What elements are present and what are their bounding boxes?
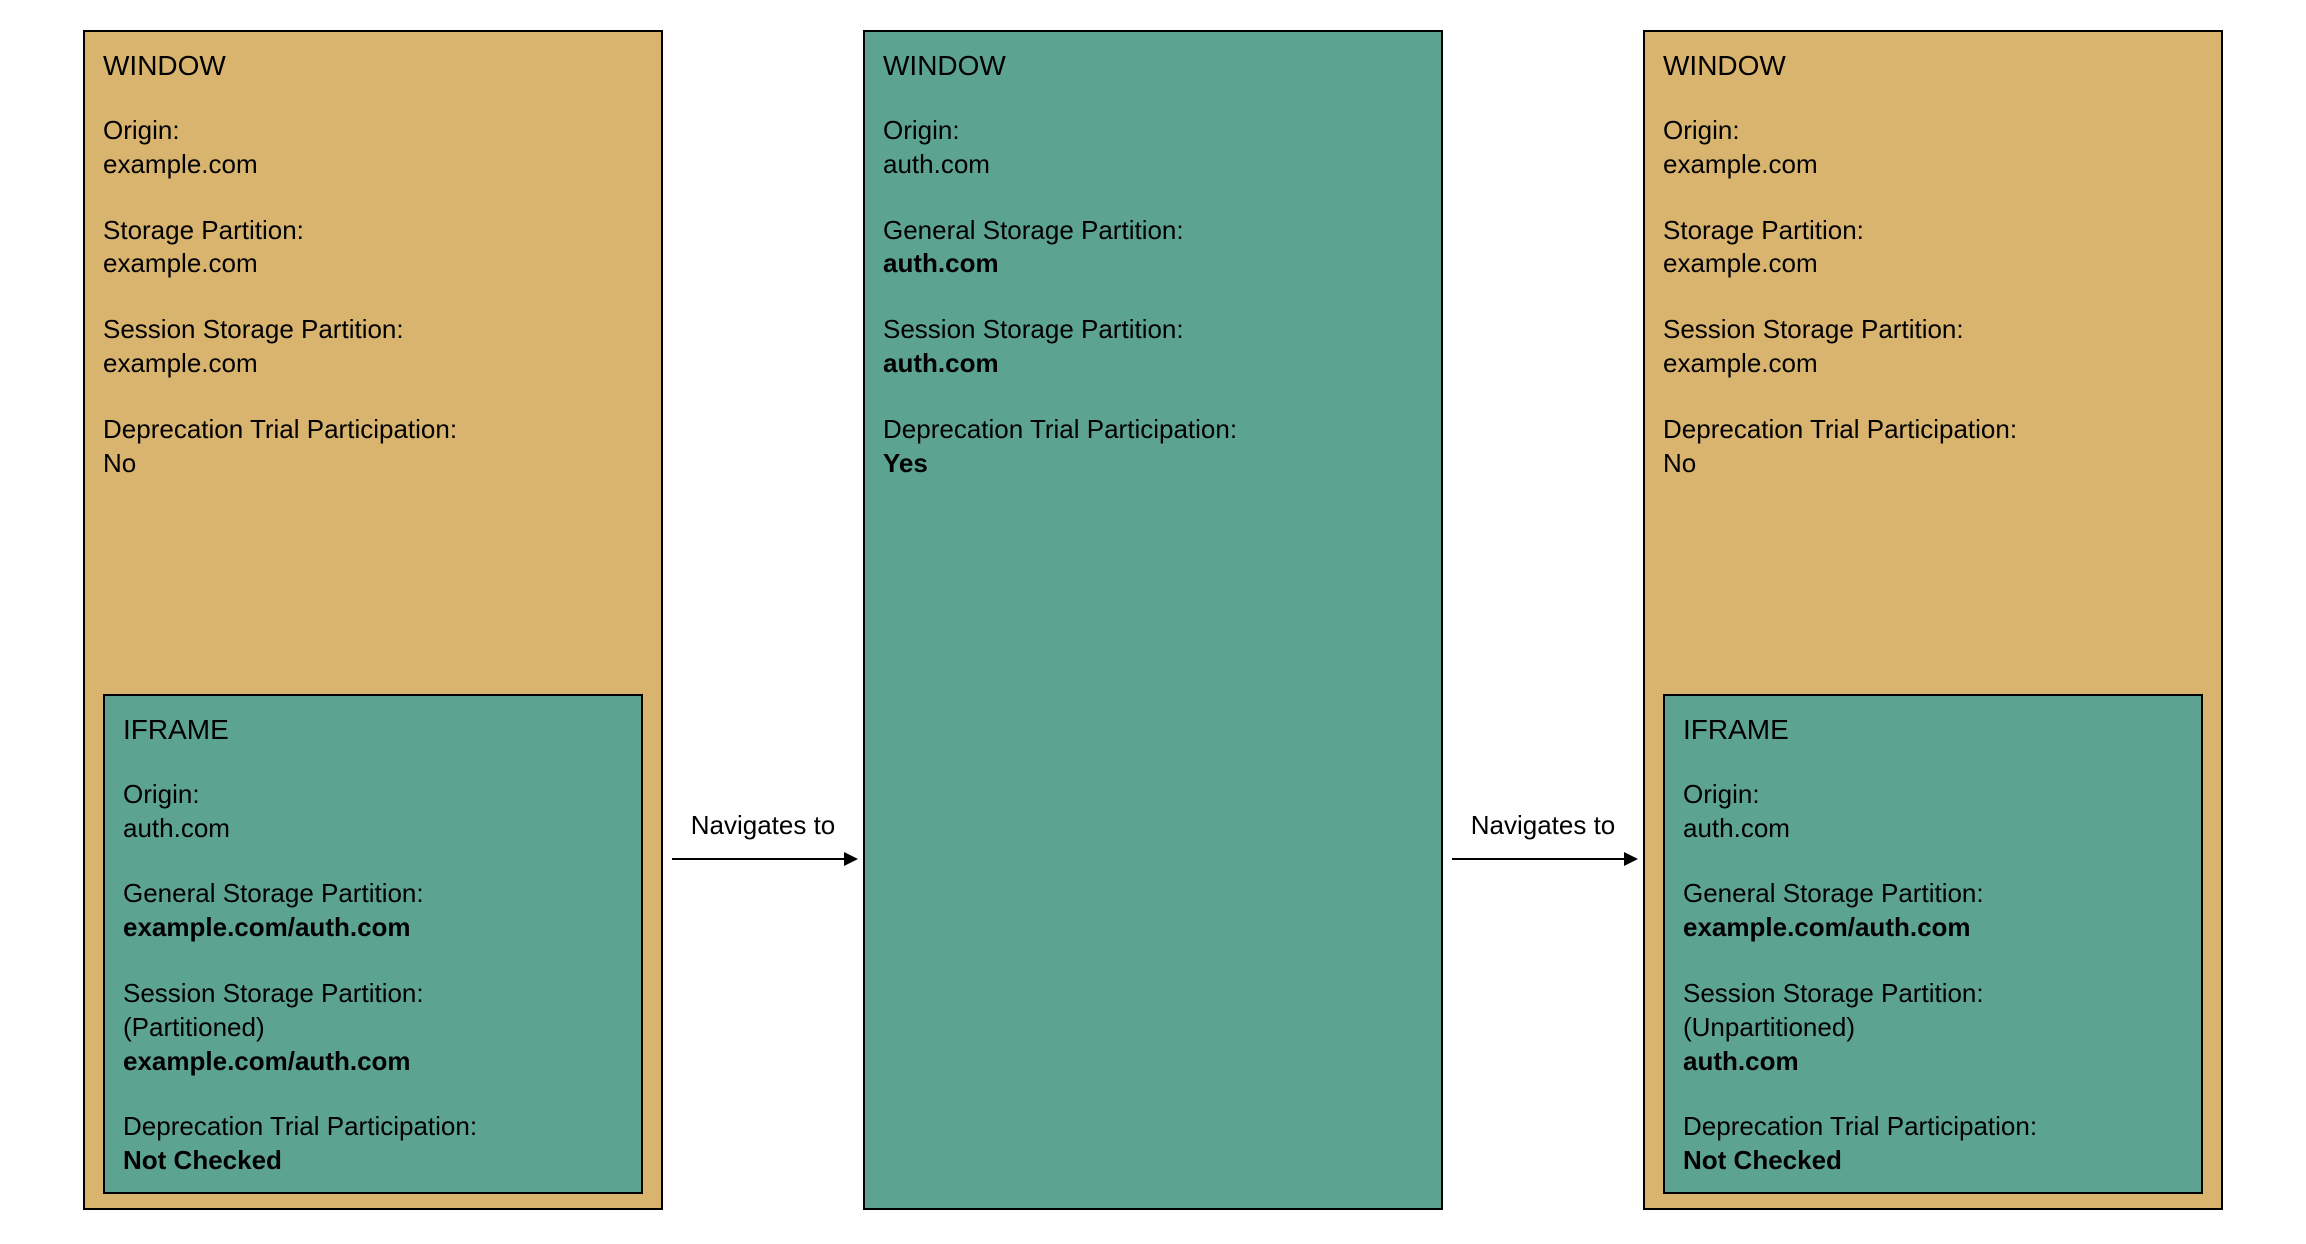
iframe-field-session-storage: Session Storage Partition: (Partitioned)… <box>123 977 623 1078</box>
field-origin: Origin: auth.com <box>883 114 1423 182</box>
field-session-storage-partition: Session Storage Partition: auth.com <box>883 313 1423 381</box>
navigation-diagram: WINDOW Origin: example.com Storage Parti… <box>83 30 2223 1210</box>
iframe-title: IFRAME <box>1683 714 2183 746</box>
iframe-title: IFRAME <box>123 714 623 746</box>
iframe-panel-1: IFRAME Origin: auth.com General Storage … <box>103 694 643 1194</box>
iframe-field-deprecation: Deprecation Trial Participation: Not Che… <box>123 1110 623 1178</box>
window-panel-1: WINDOW Origin: example.com Storage Parti… <box>83 30 663 1210</box>
window-panel-2: WINDOW Origin: auth.com General Storage … <box>863 30 1443 1210</box>
field-session-storage-partition: Session Storage Partition: example.com <box>1663 313 2203 381</box>
arrow-1: Navigates to <box>663 370 863 871</box>
field-origin: Origin: example.com <box>1663 114 2203 182</box>
arrow-right-icon <box>1448 847 1638 871</box>
field-session-storage-partition: Session Storage Partition: example.com <box>103 313 643 381</box>
window-panel-3: WINDOW Origin: example.com Storage Parti… <box>1643 30 2223 1210</box>
field-deprecation-trial: Deprecation Trial Participation: No <box>1663 413 2203 481</box>
arrow-2: Navigates to <box>1443 370 1643 871</box>
iframe-field-deprecation: Deprecation Trial Participation: Not Che… <box>1683 1110 2183 1178</box>
field-storage-partition: Storage Partition: example.com <box>1663 214 2203 282</box>
arrow-label: Navigates to <box>1471 810 1616 841</box>
field-general-storage-partition: General Storage Partition: auth.com <box>883 214 1423 282</box>
panel-title: WINDOW <box>1663 50 2203 82</box>
arrow-label: Navigates to <box>691 810 836 841</box>
field-origin: Origin: example.com <box>103 114 643 182</box>
field-storage-partition: Storage Partition: example.com <box>103 214 643 282</box>
iframe-field-origin: Origin: auth.com <box>1683 778 2183 846</box>
panel-title: WINDOW <box>883 50 1423 82</box>
iframe-field-session-storage: Session Storage Partition: (Unpartitione… <box>1683 977 2183 1078</box>
iframe-field-general-storage: General Storage Partition: example.com/a… <box>1683 877 2183 945</box>
iframe-field-general-storage: General Storage Partition: example.com/a… <box>123 877 623 945</box>
panel-title: WINDOW <box>103 50 643 82</box>
field-deprecation-trial: Deprecation Trial Participation: Yes <box>883 413 1423 481</box>
arrow-right-icon <box>668 847 858 871</box>
iframe-panel-3: IFRAME Origin: auth.com General Storage … <box>1663 694 2203 1194</box>
field-deprecation-trial: Deprecation Trial Participation: No <box>103 413 643 481</box>
iframe-field-origin: Origin: auth.com <box>123 778 623 846</box>
